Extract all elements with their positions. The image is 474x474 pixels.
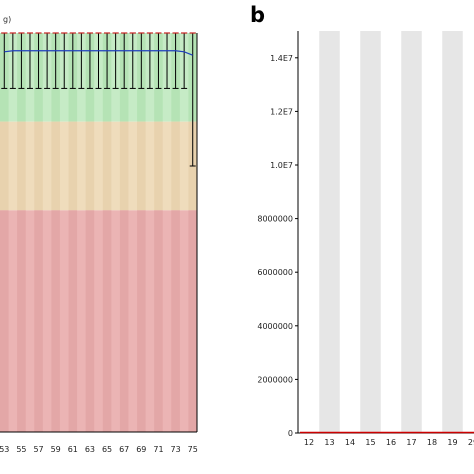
a-zone-fail xyxy=(0,210,197,432)
a-partial-axis-label: g) xyxy=(3,15,11,24)
b-x-tick-label: 29 xyxy=(468,438,474,447)
a-zone-warning xyxy=(0,121,197,211)
a-x-tick-label: 69 xyxy=(136,445,146,454)
a-x-tick-label: 59 xyxy=(51,445,61,454)
a-zone-stripe xyxy=(119,210,129,432)
a-x-axis xyxy=(0,33,198,433)
a-zone-stripe xyxy=(34,121,43,211)
a-zone-stripe xyxy=(137,121,146,211)
b-y-tick-label: 2000000 xyxy=(257,375,293,384)
a-x-tick-labels: 53 55 57 59 61 63 65 67 69 71 73 75 xyxy=(0,445,198,454)
a-zone-stripe xyxy=(154,210,163,432)
a-zone-stripe xyxy=(68,210,78,432)
a-zone-stripe xyxy=(171,121,180,211)
b-x-tick-label: 18 xyxy=(427,438,437,447)
a-zone-stripe xyxy=(34,210,43,432)
b-grey-band xyxy=(442,31,463,433)
panel-b-letter: b xyxy=(250,3,265,27)
a-zone-stripe xyxy=(102,210,112,432)
a-zone-stripe xyxy=(188,210,197,432)
a-zone-stripe xyxy=(51,210,60,432)
b-x-tick-label: 14 xyxy=(345,438,355,447)
a-zone-stripe xyxy=(17,121,26,211)
b-x-tick-label: 12 xyxy=(304,438,314,447)
a-zone-stripe xyxy=(0,210,9,432)
b-grey-band xyxy=(401,31,422,433)
a-zone-stripe xyxy=(51,121,60,211)
a-zone-stripe xyxy=(85,121,95,211)
a-zone-stripe xyxy=(17,210,26,432)
a-x-tick-label: 75 xyxy=(188,445,198,454)
b-y-tick-label: 8000000 xyxy=(257,215,293,224)
b-x-tick-labels: 12 13 14 15 16 17 18 19 29 xyxy=(304,438,474,447)
b-x-tick-label: 15 xyxy=(365,438,375,447)
panel-b-chart: b 0 2000000 4000000 6000000 8000000 1.0E7 1.2E… xyxy=(250,3,474,447)
a-zone-stripe xyxy=(154,121,163,211)
a-x-tick-label: 53 xyxy=(0,445,9,454)
a-zone-stripe xyxy=(137,210,146,432)
a-mean-line xyxy=(4,50,193,56)
a-x-tick-label: 57 xyxy=(33,445,43,454)
b-grey-bands xyxy=(319,31,463,433)
b-y-tick-labels: 0 2000000 4000000 6000000 8000000 1.0E7 1.2E7 1… xyxy=(257,54,298,438)
a-zone-stripe xyxy=(0,121,9,211)
b-y-tick-label: 1.4E7 xyxy=(270,54,293,63)
b-x-tick-label: 17 xyxy=(406,438,416,447)
b-y-tick-label: 4000000 xyxy=(257,322,293,331)
b-y-tick-label: 1.0E7 xyxy=(270,161,293,170)
panel-a-quality-chart: 53 55 57 59 61 63 65 67 69 71 73 75 g) xyxy=(0,15,198,454)
b-x-tick-label: 13 xyxy=(324,438,334,447)
b-x-tick-label: 19 xyxy=(447,438,457,447)
a-x-tick-label: 63 xyxy=(85,445,95,454)
a-x-tick-label: 61 xyxy=(68,445,78,454)
a-x-tick-label: 73 xyxy=(170,445,180,454)
a-x-tick-label: 67 xyxy=(119,445,129,454)
b-grey-band xyxy=(360,31,381,433)
a-x-tick-label: 55 xyxy=(16,445,26,454)
a-zone-stripe xyxy=(68,121,78,211)
a-zone-stripe xyxy=(85,210,95,432)
b-y-tick-label: 1.2E7 xyxy=(270,107,293,116)
b-x-tick-label: 16 xyxy=(386,438,396,447)
b-y-tick-label: 6000000 xyxy=(257,268,293,277)
b-grey-band xyxy=(319,31,340,433)
a-zone-stripe xyxy=(119,121,129,211)
b-y-tick-label: 0 xyxy=(288,429,293,438)
a-background-zones xyxy=(0,33,197,432)
a-x-tick-label: 65 xyxy=(102,445,112,454)
a-zone-stripe xyxy=(102,121,112,211)
a-x-tick-label: 71 xyxy=(153,445,163,454)
a-zone-stripe xyxy=(171,210,180,432)
